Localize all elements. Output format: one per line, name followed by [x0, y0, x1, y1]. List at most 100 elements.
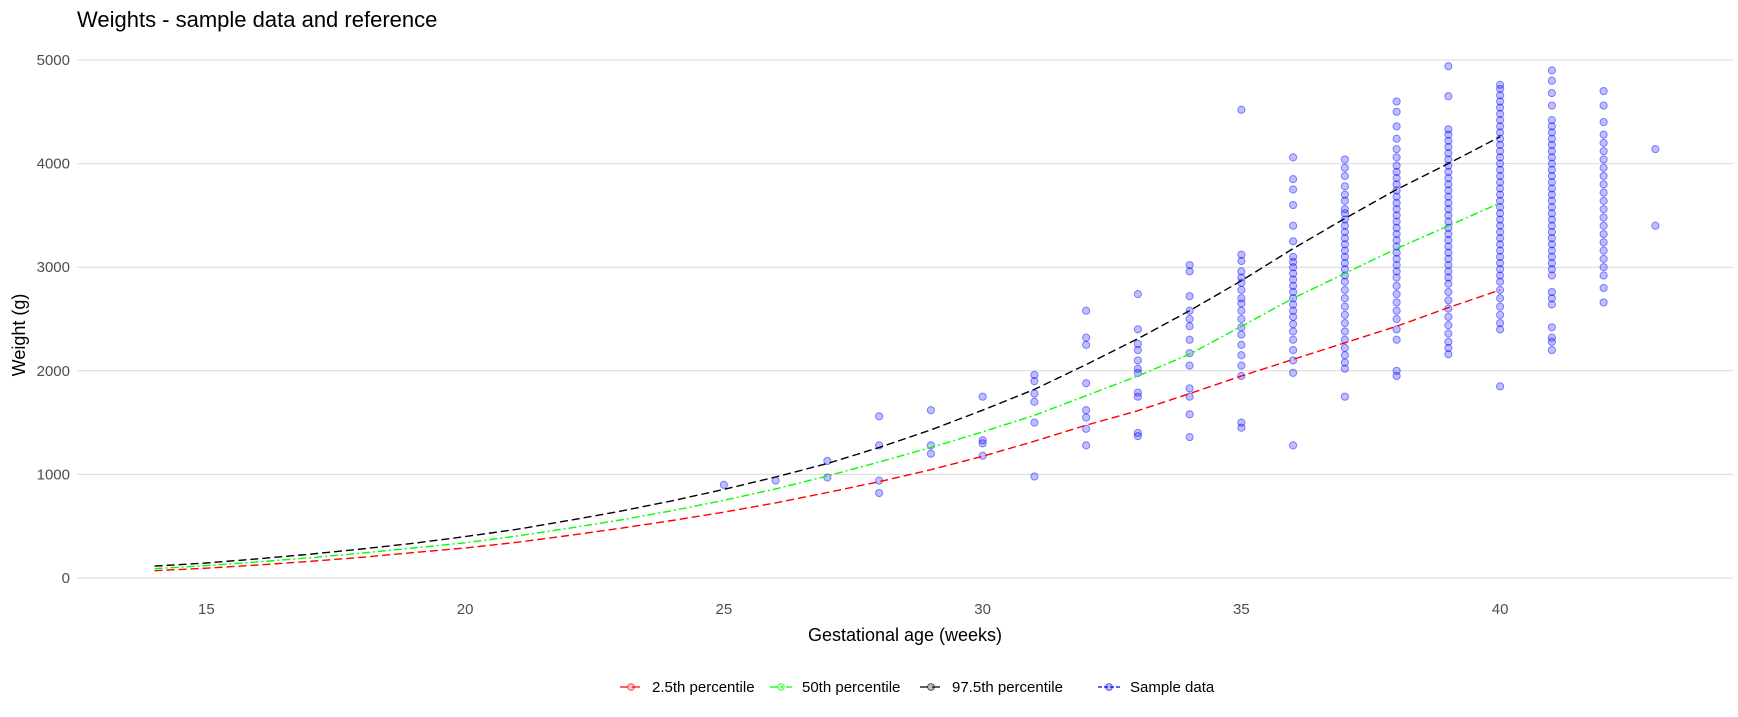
sample-point	[1444, 273, 1453, 282]
sample-point	[1547, 66, 1556, 75]
legend-key-point	[627, 683, 635, 691]
sample-point	[1547, 122, 1556, 131]
sample-point	[1444, 136, 1453, 145]
sample-point	[1496, 258, 1505, 268]
sample-point	[1289, 320, 1298, 329]
sample-point	[1444, 248, 1453, 257]
sample-point	[1133, 392, 1142, 401]
sample-point	[1547, 140, 1556, 150]
sample-point	[1082, 441, 1091, 450]
sample-point	[1547, 203, 1556, 212]
sample-point	[1547, 300, 1556, 309]
sample-point	[1289, 257, 1298, 267]
sample-point	[1133, 325, 1142, 334]
sample-point	[1340, 319, 1349, 328]
sample-point	[1237, 423, 1246, 432]
sample-point	[1392, 298, 1401, 307]
sample-point	[1496, 153, 1505, 162]
sample-point	[1651, 221, 1660, 230]
sample-point	[1547, 271, 1556, 280]
sample-point	[1444, 236, 1453, 245]
sample-point	[1289, 263, 1298, 272]
sample-point	[1185, 410, 1194, 419]
y-tick-label-5000: 5000	[37, 52, 70, 69]
sample-point	[1082, 306, 1091, 315]
sample-point	[719, 480, 728, 489]
sample-point	[1289, 175, 1298, 184]
sample-point	[1547, 345, 1556, 355]
sample-point	[1392, 198, 1401, 208]
x-tick-label-40: 40	[1492, 601, 1509, 618]
sample-point	[1547, 240, 1556, 249]
sample-point	[1340, 327, 1349, 336]
sample-point	[1547, 246, 1556, 255]
sample-point	[823, 473, 832, 482]
sample-point	[1496, 159, 1505, 168]
sample-point	[1340, 155, 1349, 164]
sample-point	[1340, 227, 1349, 237]
sample-point	[1392, 335, 1401, 344]
sample-point	[1392, 290, 1401, 299]
sample-point	[1496, 178, 1505, 187]
sample-point	[1547, 323, 1556, 332]
grid-layer	[77, 59, 1733, 579]
legend-item: 2.5th percentile	[620, 679, 755, 696]
sample-point	[1444, 217, 1453, 226]
sample-point	[1340, 285, 1349, 295]
x-tick-label-35: 35	[1233, 601, 1250, 618]
legend-label: 2.5th percentile	[652, 679, 755, 696]
sample-point	[1444, 279, 1453, 288]
sample-point	[1444, 174, 1453, 183]
sample-point	[1340, 163, 1349, 172]
sample-point	[1392, 306, 1401, 315]
sample-point	[1599, 213, 1608, 222]
y-tick-label-2000: 2000	[37, 363, 70, 380]
sample-point	[1444, 180, 1453, 189]
sample-point	[1599, 171, 1608, 181]
sample-point	[1444, 296, 1453, 305]
sample-point	[875, 412, 884, 421]
sample-point	[1289, 368, 1298, 377]
sample-point	[1237, 330, 1246, 339]
sample-point	[1237, 294, 1246, 303]
sample-point	[1237, 314, 1246, 324]
sample-point	[1185, 384, 1194, 393]
sample-point	[1289, 335, 1298, 344]
sample-point	[1547, 147, 1556, 156]
sample-point	[1289, 306, 1298, 315]
sample-point	[1599, 86, 1608, 96]
sample-point	[1340, 358, 1349, 367]
sample-point	[1289, 327, 1298, 336]
sample-point	[1599, 147, 1608, 156]
sample-point	[1392, 174, 1401, 183]
sample-point	[1547, 184, 1556, 193]
sample-point	[1237, 351, 1246, 360]
sample-point	[1185, 292, 1194, 301]
sample-point	[1185, 261, 1194, 270]
sample-point	[1496, 190, 1505, 199]
sample-point	[1082, 413, 1091, 422]
sample-point	[1599, 118, 1608, 127]
sample-point	[1599, 138, 1608, 147]
sample-point	[1547, 178, 1556, 187]
sample-point	[1392, 205, 1401, 214]
sample-point	[1392, 186, 1401, 195]
sample-point	[1599, 155, 1608, 164]
sample-point	[1547, 258, 1556, 268]
sample-point	[1392, 366, 1401, 375]
sample-point	[1340, 221, 1349, 230]
sample-point	[823, 456, 832, 466]
x-tick-label-20: 20	[457, 601, 474, 618]
sample-point	[1340, 215, 1349, 224]
sample-point	[1392, 192, 1401, 201]
sample-point	[1289, 153, 1298, 162]
sample-point	[1496, 84, 1505, 94]
sample-point	[1496, 215, 1505, 224]
x-tick-label-25: 25	[716, 601, 733, 618]
sample-point	[1237, 256, 1246, 266]
sample-point	[1237, 340, 1246, 349]
sample-point	[1444, 62, 1453, 71]
sample-point	[1496, 80, 1505, 89]
sample-point	[1392, 371, 1401, 381]
sample-point	[1444, 198, 1453, 208]
